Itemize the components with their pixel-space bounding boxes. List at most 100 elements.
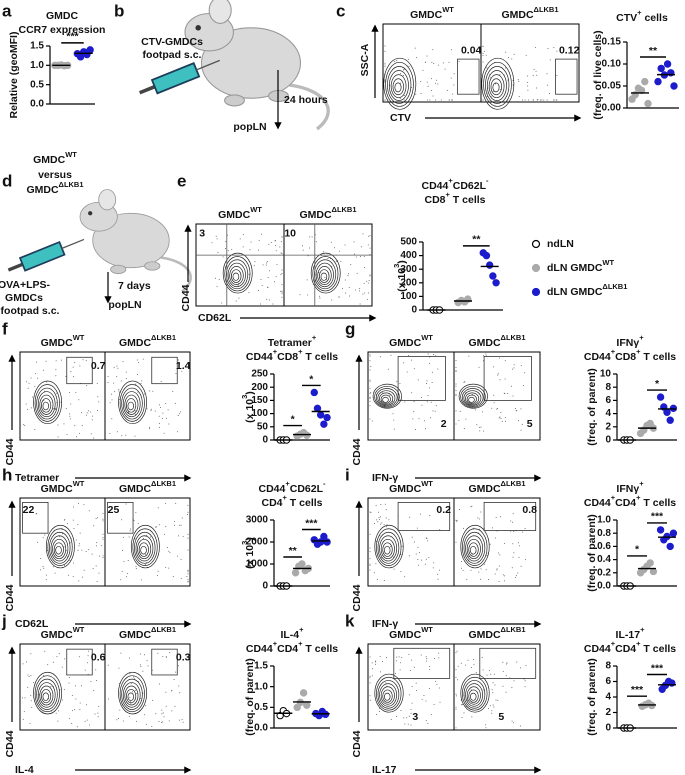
flow-event [127,573,129,575]
flow-event [425,61,427,63]
flow-event [88,724,90,726]
gate-frequency: 5 [527,418,533,430]
flow-event [177,665,179,667]
flow-event [384,66,386,68]
flow-event [369,699,371,701]
data-point [303,431,311,439]
flow-event [82,359,84,361]
flow-event [446,89,448,91]
flow-event [402,69,404,71]
text-segment: OVA+LPS- [0,279,51,291]
chart-title: IL-4+ [280,625,304,640]
flow-event [80,412,82,414]
flow-event [374,663,376,665]
flow-event [400,662,402,664]
flow-event [384,503,386,505]
flow-event [438,652,440,654]
text-segment: CD8 [424,194,445,206]
text-segment: GMDC [41,337,73,349]
flow-event [71,695,73,697]
flow-event [259,303,261,305]
y-axis-label: (x 103) [240,391,255,423]
mouse-foot [144,261,161,271]
flow-event [504,575,506,577]
flow-event [96,581,98,583]
flow-event [523,385,525,387]
flow-event [79,702,81,704]
text-segment: CD4 [261,497,282,509]
flow-contour [119,675,145,713]
flow-event [481,656,483,658]
flow-event [93,690,95,692]
flow-event [493,394,495,396]
mouse-ear [208,0,232,24]
flow-contour [466,394,477,404]
flow-event [404,576,406,578]
flow-event [31,706,33,708]
flow-event [169,652,171,654]
flow-event [407,723,409,725]
text-segment: Relative (geoMFI) [8,32,20,119]
flow-event [371,662,373,664]
syringe-illustration [139,59,221,95]
flow-event [135,568,137,570]
flow-event [165,417,167,419]
text-segment: popLN [233,121,266,133]
text-segment: CD4 [615,497,636,509]
flow-event [411,86,413,88]
flow-event [362,233,364,235]
flow-header: GMDCΔLKB1 [468,333,525,348]
flow-gate [393,647,451,679]
panel-letter: h [2,465,12,484]
flow-event [411,659,413,661]
superscript: + [611,493,616,502]
flow-event [214,277,216,279]
text-segment: (freq. of parent) [586,368,598,446]
flow-event [55,408,57,410]
flow-event [369,682,371,684]
flow-event [218,278,220,280]
flow-event [525,559,527,561]
flow-event [181,719,183,721]
flow-event [460,567,462,569]
flow-event [482,355,484,357]
flow-event [338,296,340,298]
flow-event [396,656,398,658]
flow-event [164,502,166,504]
flow-gate [66,356,93,385]
flow-event [93,437,95,439]
flow-event [437,578,439,580]
flow-event [248,273,250,275]
flow-contour [137,538,152,560]
y-tick-label: 0 [605,435,611,446]
flow-plot-frame [367,497,455,587]
flow-event [42,369,44,371]
flow-event [476,424,478,426]
flow-event [382,392,384,394]
flow-event [322,251,324,253]
flow-event [461,717,463,719]
flow-event [425,537,427,539]
flow-event [97,396,99,398]
flow-contour [469,692,477,701]
flow-event [466,578,468,580]
flow-contour [468,396,475,403]
y-tick-label: 0.8 [597,528,611,539]
mouse-eye [88,211,93,216]
flow-event [399,669,401,671]
superscript: WT [73,625,85,634]
flow-event [380,504,382,506]
flow-event [433,562,435,564]
chart-title: CCR7 expression [19,24,106,36]
flow-event [553,47,555,49]
flow-event [275,276,277,278]
superscript: + [636,347,641,356]
flow-event [178,413,180,415]
data-point [298,560,306,568]
flow-event [428,387,430,389]
flow-contour [33,671,63,715]
flow-event [528,99,530,101]
flow-event [116,431,118,433]
flow-contour [140,545,147,555]
flow-event [410,708,412,710]
